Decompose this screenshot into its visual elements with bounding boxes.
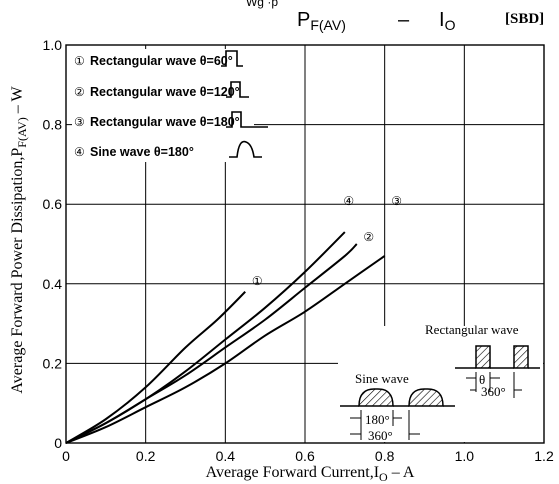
top-caption-fragment: Wg ·p [246,0,278,9]
title-left-sub: F(AV) [310,17,346,33]
y-tick-label: 0.2 [43,355,63,371]
x-tick-label: 0.6 [295,448,315,464]
legend-marker-1: ① [74,54,85,68]
legend-item-2: ② Rectangular wave θ=120° [74,81,249,99]
y-axis-label-sub: F(AV) [15,117,29,147]
sine-half-dimension [350,410,402,440]
legend: ① Rectangular wave θ=60° ② Rectangular w… [72,49,268,162]
series-lines [65,231,386,444]
title-right: IO [439,9,456,33]
legend-item-1: ① Rectangular wave θ=60° [74,50,243,68]
legend-marker-4: ④ [74,145,85,159]
series-line-1 [65,291,246,444]
legend-marker-3: ③ [74,115,85,129]
y-tick-label: 0.6 [43,196,63,212]
curve-markers: ① ② ③ ④ [252,194,402,288]
curve-marker-1: ① [252,274,263,288]
x-axis-label: Average Forward Current,IO – A [206,464,415,484]
curve-marker-3: ③ [391,194,402,208]
sine-period-dimension [350,410,420,440]
legend-marker-2: ② [74,85,85,99]
x-tick-label: 1.0 [455,448,475,464]
sbd-tag: [SBD] [505,11,544,27]
x-tick-label: 0.8 [375,448,395,464]
series-line-4 [65,231,346,444]
chart-title: PF(AV) – IO [297,9,456,33]
x-axis-label-unit: – A [388,464,415,481]
rect-pulse-120-icon [226,81,249,98]
sine-wave-diagram: 180° 360° [340,388,455,443]
x-axis-label-sub: O [379,470,388,484]
rect-pulse-1 [475,345,491,369]
x-tick-label: 0.2 [136,448,156,464]
curve-marker-4: ④ [343,194,354,208]
sine-hump-2 [408,388,444,407]
rectangular-wave-diagram: θ 360° [455,345,540,399]
rectangular-wave-label: Rectangular wave [425,322,519,337]
rect-period-dimension [470,372,522,398]
rect-period-label: 360° [481,384,506,399]
title-dash: – [398,9,410,31]
legend-label-2: Rectangular wave θ=120° [90,85,240,99]
legend-label-1: Rectangular wave θ=60° [90,54,233,68]
theta-label: θ [479,372,485,387]
y-axis-label: Average Forward Power Dissipation,PF(AV)… [9,86,29,394]
x-tick-label: 0.4 [216,448,236,464]
title-right-sub: O [445,17,456,33]
legend-label-4: Sine wave θ=180° [90,145,194,159]
sine-period-label: 360° [368,428,393,443]
y-tick-label: 1.0 [43,37,63,53]
rect-pulse-2 [513,345,529,369]
series-line-3 [65,255,386,444]
y-tick-label: 0.4 [43,276,63,292]
legend-label-3: Rectangular wave θ=180° [90,115,240,129]
series-line-2 [65,243,358,444]
legend-item-4: ④ Sine wave θ=180° [74,140,262,159]
sine-half-label: 180° [365,412,390,427]
y-tick-labels: 0 0.2 0.4 0.6 0.8 1.0 [43,37,63,451]
legend-item-3: ③ Rectangular wave θ=180° [74,111,268,129]
theta-dimension [466,372,500,392]
y-tick-label: 0.8 [43,117,63,133]
inset-background [338,326,543,442]
sine-half-wave-icon [229,140,262,158]
waveform-inset: Rectangular wave θ 360° Sine wave 180° 3… [338,322,543,443]
y-axis-label-unit: – W [9,86,26,118]
plot-frame [65,44,545,444]
x-tick-label: 0 [62,448,70,464]
legend-box [72,49,254,162]
rect-pulse-60-icon [221,50,243,67]
sine-hump-1 [358,388,394,407]
x-tick-labels: 0 0.2 0.4 0.6 0.8 1.0 1.2 [62,448,554,464]
y-tick-label: 0 [54,435,62,451]
curve-marker-2: ② [363,230,374,244]
x-tick-label: 1.2 [534,448,554,464]
rect-pulse-180-icon [226,111,268,128]
sine-wave-label: Sine wave [355,371,409,386]
title-left: PF(AV) [297,9,346,33]
